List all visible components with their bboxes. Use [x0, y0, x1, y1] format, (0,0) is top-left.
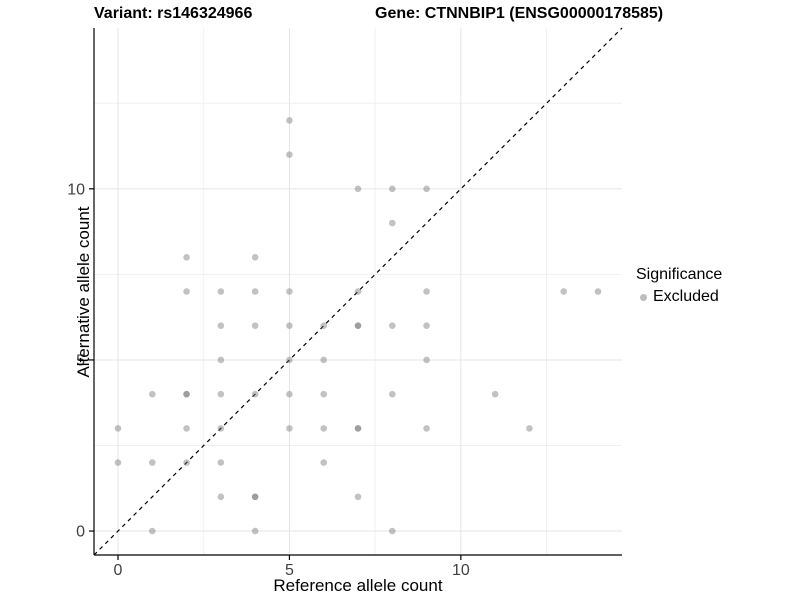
data-point: [354, 425, 362, 432]
data-point: [354, 322, 362, 330]
x-tick-label: 5: [285, 562, 294, 579]
legend: Significance Excluded: [636, 266, 722, 306]
data-point: [217, 493, 225, 501]
data-point: [388, 322, 396, 330]
data-point: [286, 425, 293, 432]
data-point: [251, 527, 259, 535]
data-point: [423, 322, 430, 330]
y-tick-label: 5: [76, 352, 85, 369]
data-point: [251, 390, 259, 398]
data-point: [217, 322, 225, 330]
data-point: [286, 390, 293, 398]
data-point: [354, 322, 362, 330]
data-point: [183, 425, 190, 432]
data-point: [251, 493, 259, 501]
x-tick-label: 10: [452, 562, 470, 579]
data-point: [388, 219, 396, 227]
data-points: [114, 117, 602, 535]
data-point: [423, 356, 430, 364]
legend-item: Excluded: [636, 288, 722, 306]
data-point: [217, 390, 225, 398]
gene-title: Gene: CTNNBIP1 (ENSG00000178585): [375, 5, 664, 22]
data-point: [320, 322, 328, 330]
data-point: [148, 527, 156, 535]
x-tick-label: 0: [114, 562, 123, 579]
data-point: [251, 493, 259, 501]
data-point: [217, 288, 225, 295]
data-point: [560, 288, 568, 295]
data-point: [251, 322, 259, 330]
data-point: [354, 288, 362, 295]
data-point: [354, 493, 362, 501]
data-point: [114, 425, 122, 432]
data-point: [491, 390, 499, 398]
data-point: [423, 288, 430, 295]
data-point: [388, 185, 396, 193]
data-point: [148, 459, 156, 466]
tick-labels: 0 5 10 0 5 10: [67, 181, 470, 579]
data-point: [286, 322, 293, 330]
data-point: [286, 151, 293, 158]
data-point: [114, 459, 122, 466]
legend-point-marker-icon: [640, 293, 647, 301]
data-point: [320, 356, 328, 364]
data-point: [423, 425, 430, 432]
data-point: [423, 185, 430, 193]
legend-title: Significance: [636, 266, 723, 283]
axis-ticks: [89, 188, 462, 560]
data-point: [183, 253, 190, 261]
x-axis-label: Reference allele count: [273, 576, 443, 595]
data-point: [320, 390, 328, 398]
data-point: [183, 390, 190, 398]
data-point: [320, 459, 328, 466]
legend-item-label: Excluded: [653, 288, 719, 305]
y-tick-label: 0: [76, 524, 85, 541]
data-point: [594, 288, 602, 295]
data-point: [320, 425, 328, 432]
data-point: [148, 390, 156, 398]
data-point: [251, 253, 259, 261]
data-point: [183, 390, 190, 398]
y-tick-label: 10: [67, 181, 85, 198]
data-point: [526, 425, 533, 432]
data-point: [286, 356, 293, 364]
data-point: [217, 459, 225, 466]
data-point: [251, 288, 259, 295]
variant-title: Variant: rs146324966: [94, 5, 253, 22]
data-point: [183, 288, 190, 295]
data-point: [354, 425, 362, 432]
data-point: [286, 288, 293, 295]
y-axis-label: Alternative allele count: [74, 206, 93, 378]
minor-gridlines: [94, 28, 622, 555]
data-point: [183, 459, 190, 466]
data-point: [388, 390, 396, 398]
major-gridlines: [94, 28, 622, 555]
data-point: [217, 425, 225, 432]
data-point: [286, 117, 293, 124]
data-point: [388, 527, 396, 535]
data-point: [217, 356, 225, 364]
data-point: [354, 185, 362, 193]
